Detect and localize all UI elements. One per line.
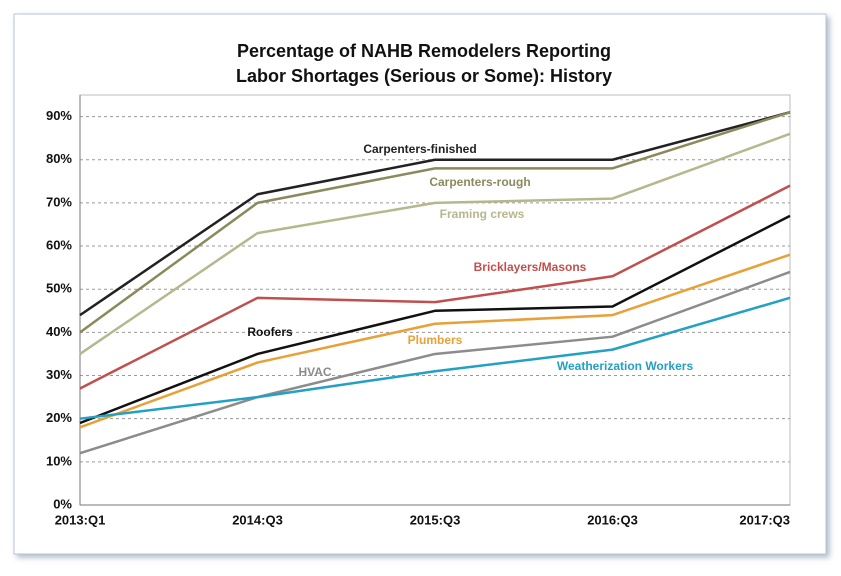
y-tick-label: 10% bbox=[46, 453, 72, 468]
y-tick-label: 70% bbox=[46, 194, 72, 209]
series-line bbox=[79, 132, 791, 355]
x-tick-label: 2016:Q3 bbox=[587, 512, 638, 527]
y-tick-label: 60% bbox=[46, 237, 72, 252]
series-line bbox=[79, 253, 791, 429]
x-tick-label: 2015:Q3 bbox=[410, 512, 461, 527]
series-line bbox=[79, 184, 791, 390]
chart-card bbox=[13, 13, 827, 555]
y-tick-label: 20% bbox=[46, 410, 72, 425]
chart-title: Percentage of NAHB Remodelers Reporting bbox=[237, 41, 611, 61]
y-tick-label: 90% bbox=[46, 108, 72, 123]
x-tick-label: 2014:Q3 bbox=[232, 512, 283, 527]
y-tick-label: 80% bbox=[46, 151, 72, 166]
series-line bbox=[79, 296, 791, 420]
series-line bbox=[79, 270, 791, 455]
series-label: Roofers bbox=[247, 325, 293, 339]
x-tick-label: 2017:Q3 bbox=[739, 512, 790, 527]
chart-subtitle: Labor Shortages (Serious or Some): Histo… bbox=[236, 66, 612, 86]
series-label: Bricklayers/Masons bbox=[474, 260, 587, 274]
y-tick-label: 0% bbox=[53, 496, 72, 511]
series-label: Plumbers bbox=[408, 333, 463, 347]
series-label: Weatherization Workers bbox=[557, 359, 694, 373]
series-label: Framing crews bbox=[440, 207, 525, 221]
series-label: HVAC bbox=[298, 365, 331, 379]
series-label: Carpenters-rough bbox=[429, 175, 530, 189]
y-tick-label: 50% bbox=[46, 281, 72, 296]
series-line bbox=[79, 111, 791, 317]
series-line bbox=[79, 214, 791, 425]
y-tick-label: 40% bbox=[46, 324, 72, 339]
series-line bbox=[79, 111, 791, 334]
x-tick-label: 2013:Q1 bbox=[55, 512, 106, 527]
series-label: Carpenters-finished bbox=[363, 142, 476, 156]
y-tick-label: 30% bbox=[46, 367, 72, 382]
